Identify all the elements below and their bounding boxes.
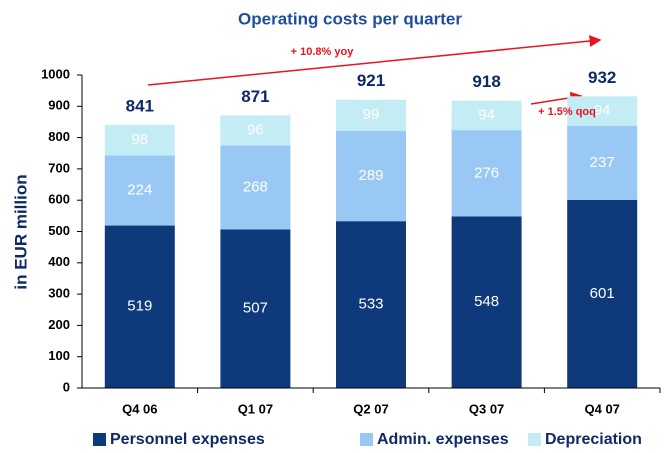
data-label: 289 — [358, 167, 383, 184]
annotation: + 1.5% qoq — [538, 106, 596, 118]
data-label: 507 — [243, 300, 268, 317]
bar-segment — [220, 229, 291, 388]
total-label: 932 — [588, 68, 616, 87]
y-tick-label: 900 — [48, 98, 70, 113]
data-label: 94 — [478, 106, 495, 123]
legend: Personnel expenses Admin. expenses Depre… — [93, 431, 642, 448]
x-tick-label: Q3 07 — [469, 401, 504, 416]
total-label: 841 — [126, 96, 154, 115]
bar-segment — [336, 221, 406, 388]
y-tick-label: 300 — [48, 286, 70, 301]
bar-segment — [336, 130, 406, 222]
bar-segment — [451, 130, 522, 217]
bar-segment — [220, 145, 291, 230]
x-tick-label: Q4 07 — [584, 401, 619, 416]
data-label: 533 — [358, 296, 383, 313]
yoy-arrow — [147, 35, 602, 86]
data-label: 548 — [474, 293, 499, 310]
data-label: 276 — [474, 164, 499, 181]
y-tick-label: 100 — [48, 348, 70, 363]
bar-segment — [567, 199, 638, 388]
data-label: 99 — [363, 106, 380, 123]
y-tick-label: 1000 — [41, 66, 70, 81]
y-tick-label: 600 — [48, 192, 70, 207]
data-label: 94 — [594, 102, 611, 119]
bar-segment — [567, 125, 638, 200]
bar-segment — [567, 96, 638, 126]
data-label: 96 — [247, 121, 264, 138]
chart-title: Operating costs per quarter — [238, 9, 462, 28]
bar-segment — [220, 115, 291, 146]
y-tick-label: 800 — [48, 129, 70, 144]
y-tick-label: 0 — [63, 379, 70, 394]
bar-segment — [104, 225, 175, 388]
x-tick-label: Q2 07 — [353, 401, 388, 416]
legend-label: Admin. expenses — [377, 431, 509, 448]
bar-segment — [336, 99, 406, 131]
y-axis-label: in EUR million — [11, 174, 30, 289]
data-label: 98 — [131, 131, 148, 148]
total-label: 918 — [472, 72, 500, 91]
bar-segment — [104, 124, 175, 156]
legend-label: Personnel expenses — [110, 431, 265, 448]
data-label: 224 — [127, 181, 152, 198]
bar-segment — [451, 216, 522, 388]
legend-swatch — [528, 433, 541, 446]
data-label: 237 — [590, 154, 615, 171]
annotation: + 10.8% yoy — [291, 46, 355, 58]
total-label: 871 — [241, 87, 269, 106]
legend-swatch — [360, 433, 373, 446]
bar-segment — [104, 155, 175, 226]
data-label: 601 — [590, 285, 615, 302]
legend-label: Depreciation — [545, 431, 642, 448]
y-tick-label: 200 — [48, 317, 70, 332]
legend-swatch — [93, 433, 106, 446]
bar-segment — [451, 100, 522, 131]
data-label: 519 — [127, 298, 152, 315]
x-tick-label: Q1 07 — [238, 401, 273, 416]
y-tick-label: 400 — [48, 254, 70, 269]
y-tick-label: 700 — [48, 160, 70, 175]
y-tick-label: 500 — [48, 223, 70, 238]
total-label: 921 — [357, 71, 385, 90]
x-tick-label: Q4 06 — [122, 401, 157, 416]
data-label: 268 — [243, 178, 268, 195]
